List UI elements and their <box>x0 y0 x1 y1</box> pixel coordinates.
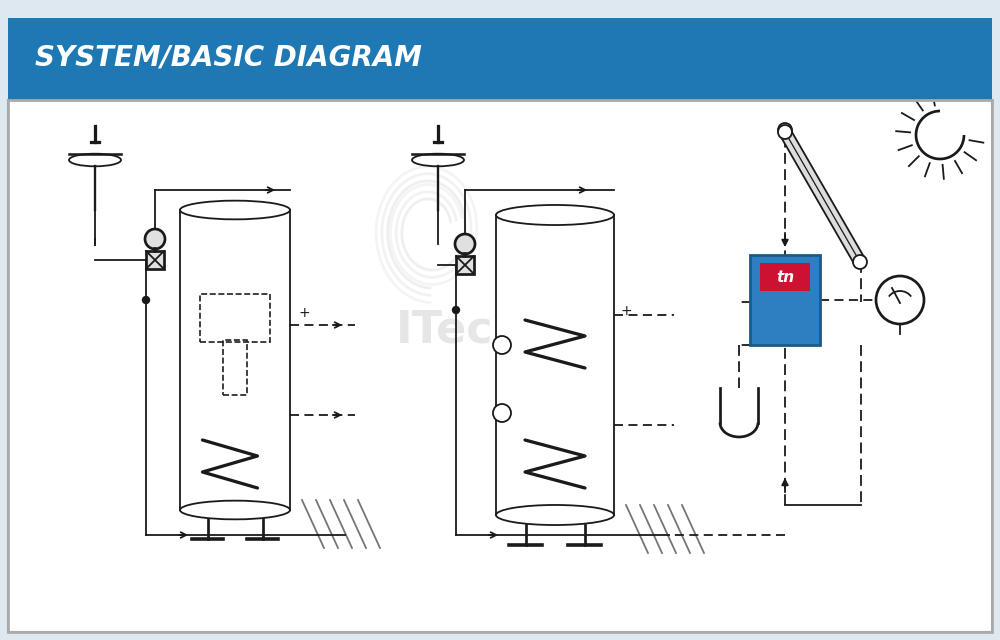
Bar <box>496 215 614 515</box>
Bar <box>8 100 992 632</box>
Circle shape <box>453 307 460 314</box>
Circle shape <box>455 234 475 254</box>
Text: tn: tn <box>776 269 794 285</box>
Bar <box>8 100 992 632</box>
Ellipse shape <box>412 154 464 166</box>
Circle shape <box>778 125 792 139</box>
Circle shape <box>143 296 150 303</box>
Bar <box>760 263 810 291</box>
Circle shape <box>493 336 511 354</box>
Circle shape <box>493 404 511 422</box>
Ellipse shape <box>69 154 121 166</box>
Text: ITechSol: ITechSol <box>396 308 604 351</box>
Bar <box>750 255 820 345</box>
Bar <box>223 340 247 395</box>
Ellipse shape <box>496 205 614 225</box>
Circle shape <box>778 123 792 137</box>
Ellipse shape <box>496 505 614 525</box>
Text: +: + <box>298 306 310 320</box>
Circle shape <box>853 255 867 269</box>
Circle shape <box>145 229 165 249</box>
Bar <box>8 18 992 100</box>
Polygon shape <box>780 129 865 265</box>
Bar <box>146 251 164 269</box>
Circle shape <box>876 276 924 324</box>
Text: +: + <box>621 304 633 318</box>
Bar <box>456 256 474 274</box>
Ellipse shape <box>180 201 290 220</box>
Bar <box>180 210 290 510</box>
Text: SYSTEM/BASIC DIAGRAM: SYSTEM/BASIC DIAGRAM <box>35 43 422 71</box>
Bar <box>200 294 270 342</box>
Ellipse shape <box>180 500 290 519</box>
